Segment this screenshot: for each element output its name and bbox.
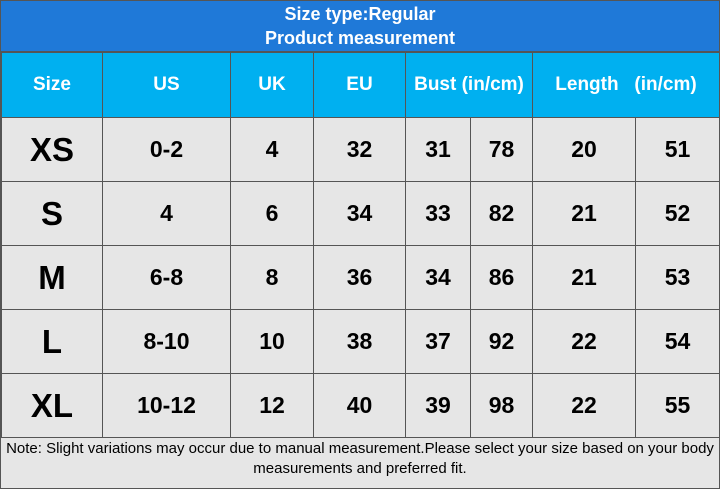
table-cell: 32 [313,117,406,182]
table-row: L 8-10 10 38 37 92 22 54 [1,309,720,374]
column-header: Length (in/cm) [532,52,720,118]
table-cell: 6-8 [102,245,231,310]
table-cell: 86 [470,245,533,310]
table-cell: 33 [405,181,471,246]
table-row: XL 10-12 12 40 39 98 22 55 [1,373,720,438]
table-cell: 22 [532,373,636,438]
table-cell: 98 [470,373,533,438]
table-cell: 22 [532,309,636,374]
note: Note: Slight variations may occur due to… [6,440,714,477]
table-cell: 8 [230,245,314,310]
table-cell: 34 [313,181,406,246]
table-row: M 6-8 8 36 34 86 21 53 [1,245,720,310]
column-header: Bust (in/cm) [405,52,533,118]
subtitle-line: Product measurement [264,28,456,48]
table-cell: 52 [635,181,720,246]
table-cell: 82 [470,181,533,246]
title-bar: Size type:Regular Product measurement [1,1,719,52]
column-header: US [102,52,231,118]
table-cell: 21 [532,181,636,246]
column-header: Size [1,52,103,118]
table-cell: 4 [230,117,314,182]
size-cell: M [1,245,103,310]
size-cell: XS [1,117,103,182]
header-row: Size US UK EU Bust (in/cm) Length (in/cm) [1,52,720,118]
table-cell: 40 [313,373,406,438]
table-cell: 4 [102,181,231,246]
table-cell: 21 [532,245,636,310]
table-cell: 92 [470,309,533,374]
table-row: XS 0-2 4 32 31 78 20 51 [1,117,720,182]
table-cell: 34 [405,245,471,310]
column-header: EU [313,52,406,118]
size-cell: XL [1,373,103,438]
title-line: Size type:Regular [284,4,436,24]
table-cell: 53 [635,245,720,310]
table-cell: 8-10 [102,309,231,374]
table-cell: 55 [635,373,720,438]
table-cell: 51 [635,117,720,182]
table-cell: 12 [230,373,314,438]
table-cell: 20 [532,117,636,182]
table-cell: 10 [230,309,314,374]
size-table: Size US UK EU Bust (in/cm) Length (in/cm) XS 0… [1,52,720,438]
table-body: XS 0-2 4 32 31 78 20 51 S 4 6 34 33 82 21 52 M 6-8 8 36 34 86… [1,117,720,438]
table-cell: 39 [405,373,471,438]
table-cell: 0-2 [102,117,231,182]
table-cell: 10-12 [102,373,231,438]
table-cell: 54 [635,309,720,374]
table-cell: 6 [230,181,314,246]
size-cell: S [1,181,103,246]
table-cell: 31 [405,117,471,182]
size-cell: L [1,309,103,374]
table-row: S 4 6 34 33 82 21 52 [1,181,720,246]
column-header: UK [230,52,314,118]
table-cell: 78 [470,117,533,182]
table-cell: 37 [405,309,471,374]
table-cell: 36 [313,245,406,310]
table-cell: 38 [313,309,406,374]
